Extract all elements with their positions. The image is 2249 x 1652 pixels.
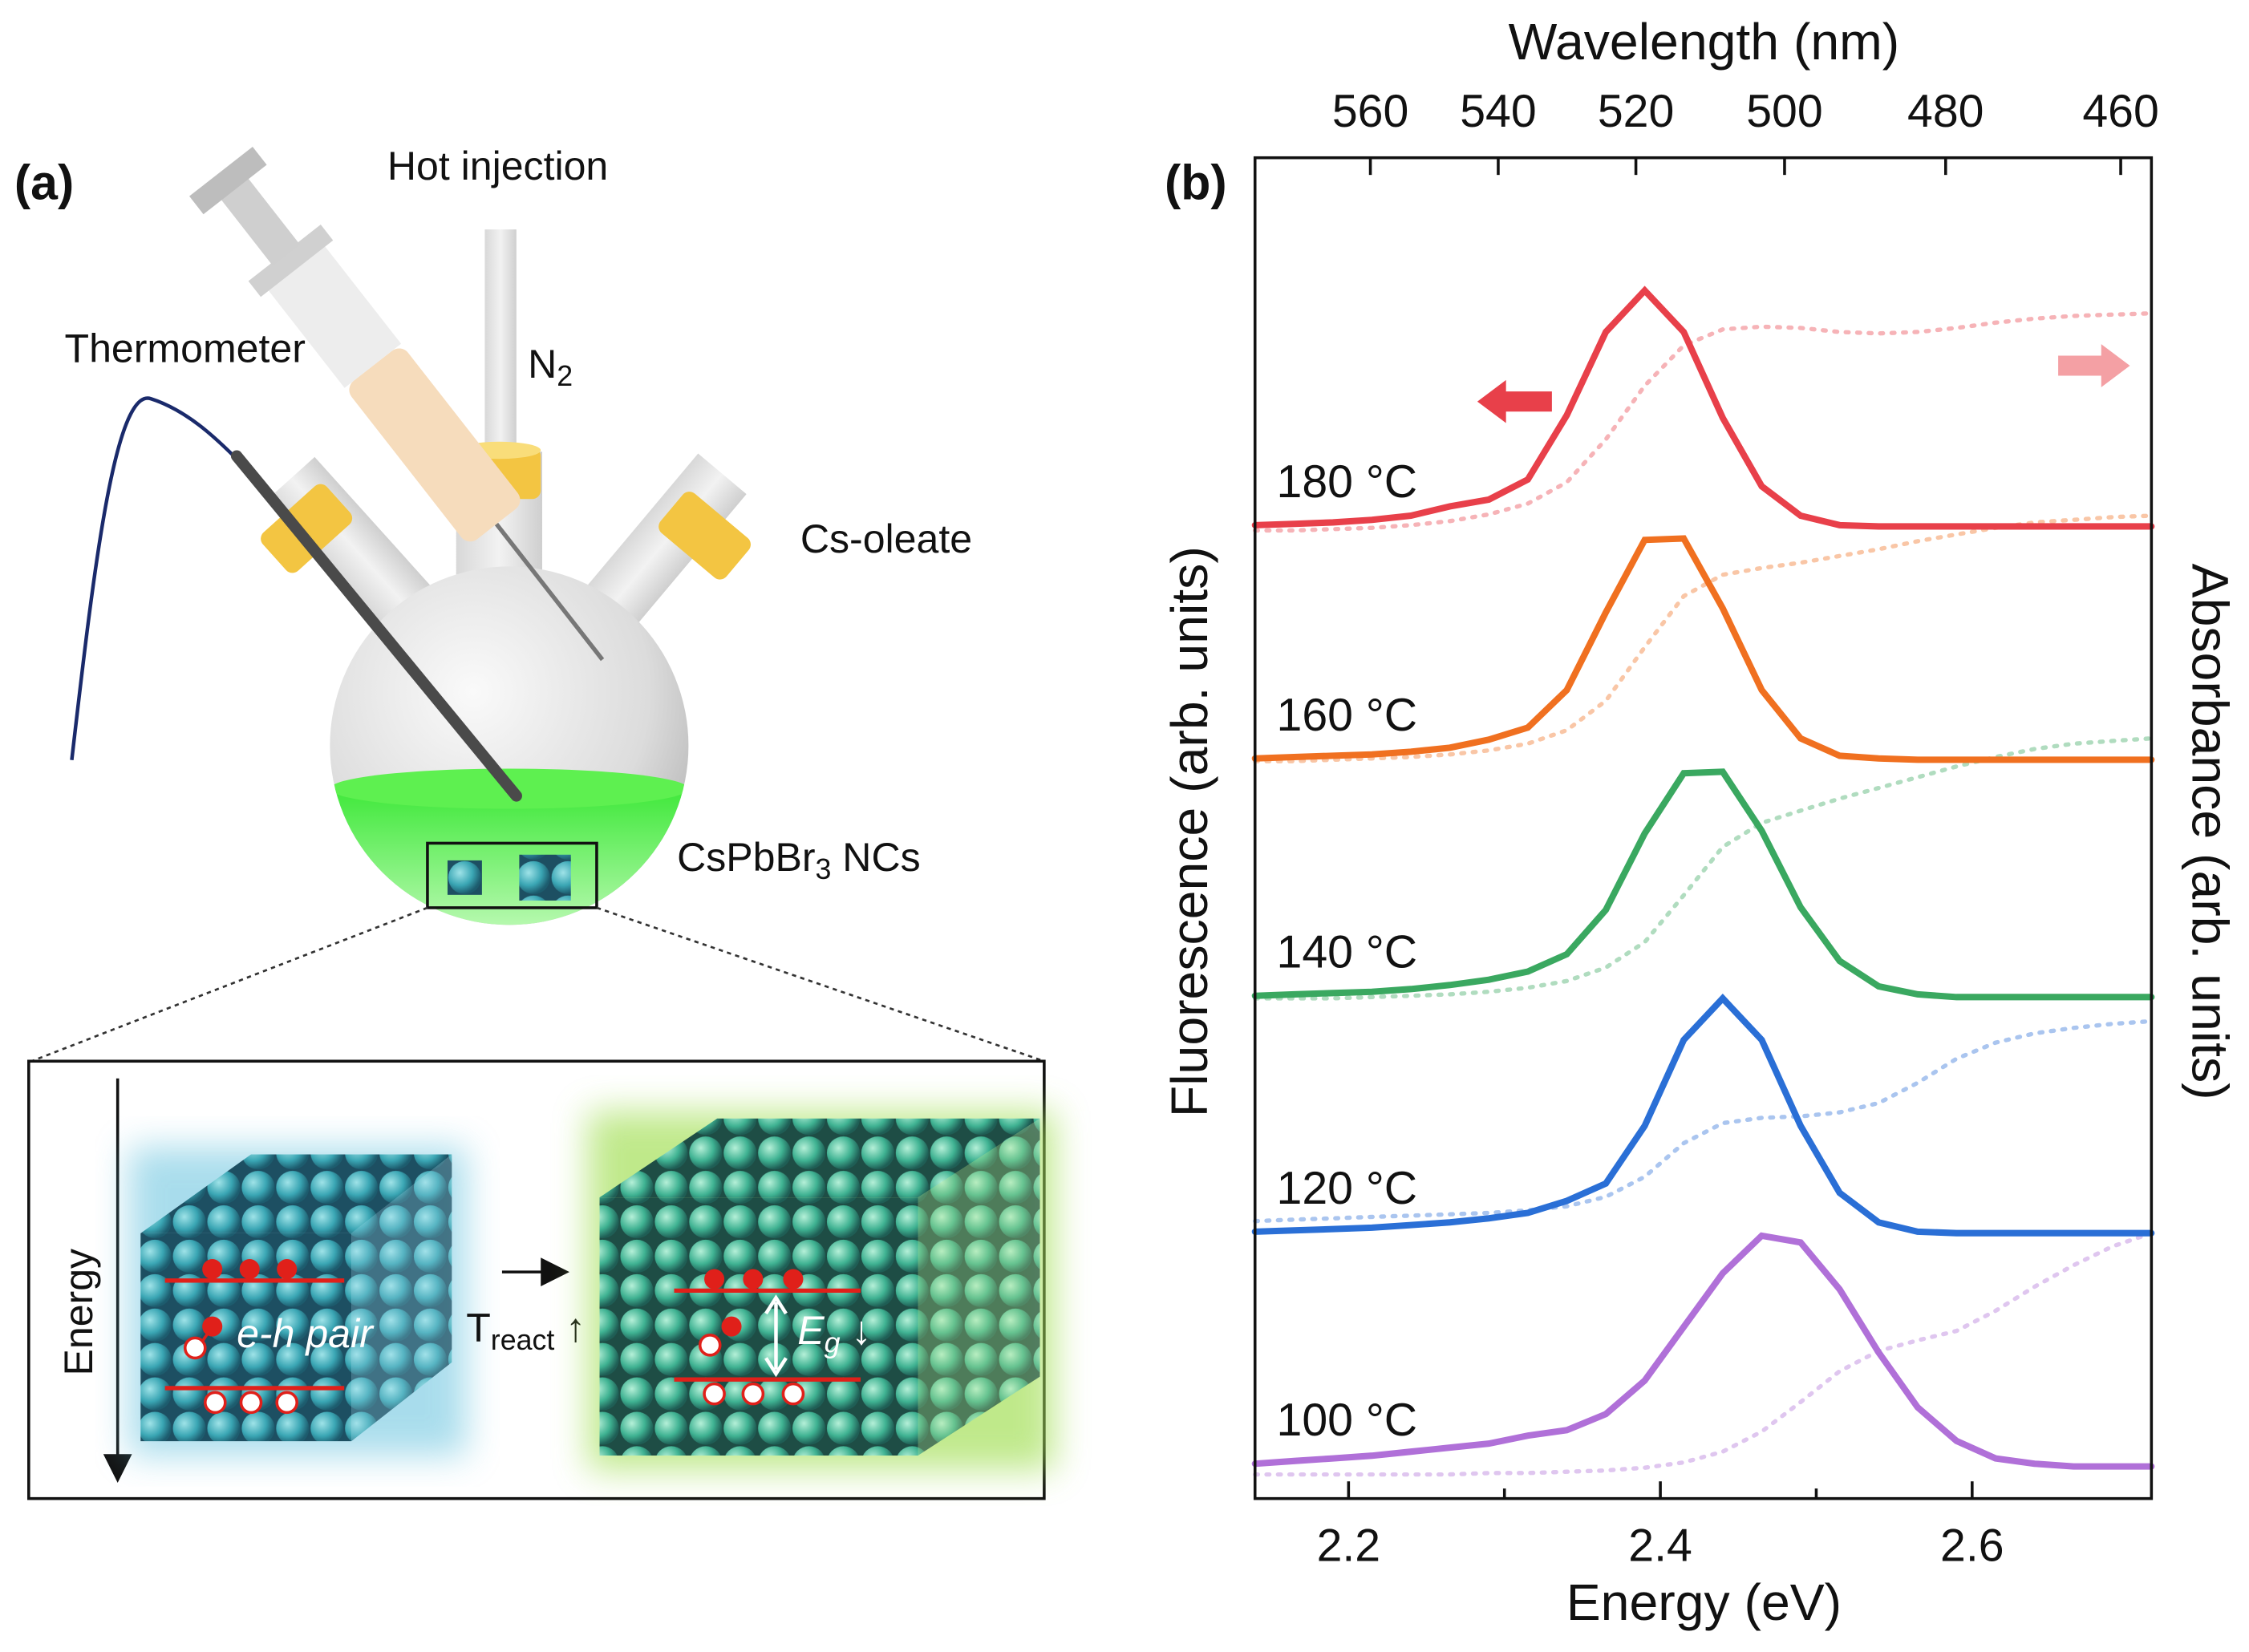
x2-tick-label: 460 — [2082, 86, 2158, 137]
absorbance-line — [1253, 1230, 2154, 1477]
absorbance-axis-arrow — [2058, 344, 2130, 387]
x-axis-title: Energy (eV) — [1566, 1573, 1842, 1631]
small-cube — [128, 1147, 467, 1456]
y-axis-title: Fluorescence (arb. units) — [1161, 546, 1218, 1117]
x-tick-label: 2.2 — [1317, 1520, 1381, 1571]
x2-tick-label: 560 — [1332, 86, 1408, 137]
fluorescence-line — [1251, 535, 2155, 763]
treact-rest: ↑ — [554, 1306, 586, 1350]
eg-sub: g — [825, 1327, 841, 1359]
series-label: 180 °C — [1277, 456, 1418, 508]
label-eh-pair: e-h pair — [237, 1311, 375, 1356]
x2-tick-label: 480 — [1907, 86, 1984, 137]
series-label: 160 °C — [1277, 690, 1418, 741]
x-tick-label: 2.4 — [1628, 1520, 1692, 1571]
label-treact: Treact ↑ — [466, 1306, 586, 1357]
absorbance-line — [1253, 311, 2154, 533]
n2-main: N — [528, 342, 557, 387]
label-n2: N2 — [528, 342, 573, 393]
syringe — [189, 147, 605, 662]
y2-axis-title: Absorbance (arb. units) — [2181, 564, 2239, 1100]
ncs-rest: NCs — [831, 835, 920, 880]
thermometer — [70, 396, 522, 802]
series-label: 100 °C — [1277, 1395, 1418, 1446]
eg-rest: ↓ — [841, 1308, 872, 1353]
x2-axis-title: Wavelength (nm) — [1509, 13, 1900, 71]
n2-sub: 2 — [557, 361, 573, 393]
label-ncs: CsPbBr3 NCs — [677, 835, 921, 886]
label-cs-oleate: Cs-oleate — [800, 516, 972, 561]
absorbance-line — [1253, 1018, 2154, 1224]
fluorescence-line — [1251, 994, 2155, 1237]
panel-label: (b) — [1165, 156, 1227, 210]
label-thermometer: Thermometer — [65, 326, 306, 370]
ncs-sub: 3 — [816, 854, 832, 886]
large-cube — [588, 1111, 1055, 1470]
plot-frame — [1253, 156, 2154, 1500]
x2-tick-label: 500 — [1746, 86, 1822, 137]
zoom-lines — [30, 906, 1045, 1063]
absorbance-line — [1253, 513, 2154, 763]
x2-tick-label: 520 — [1598, 86, 1674, 137]
label-eg: Eg ↓ — [797, 1308, 871, 1359]
fluorescence-axis-arrow — [1477, 379, 1552, 423]
eg-main: E — [797, 1308, 825, 1353]
fluorescence-line — [1251, 285, 2155, 530]
panel-label: (a) — [14, 156, 74, 210]
treact-main: T — [466, 1306, 491, 1350]
fluorescence-line — [1251, 768, 2155, 1001]
fluorescence-line — [1251, 1232, 2155, 1470]
label-hot-injection: Hot injection — [387, 144, 608, 188]
absorbance-line — [1253, 736, 2154, 1001]
ncs-main: CsPbBr — [677, 835, 815, 880]
x2-tick-label: 540 — [1460, 86, 1536, 137]
plot — [1251, 285, 2155, 1477]
series-label: 140 °C — [1277, 927, 1418, 978]
series-label: 120 °C — [1277, 1163, 1418, 1214]
treact-sub: react — [491, 1324, 555, 1356]
x-tick-label: 2.6 — [1940, 1520, 2004, 1571]
label-energy: Energy — [56, 1249, 101, 1376]
